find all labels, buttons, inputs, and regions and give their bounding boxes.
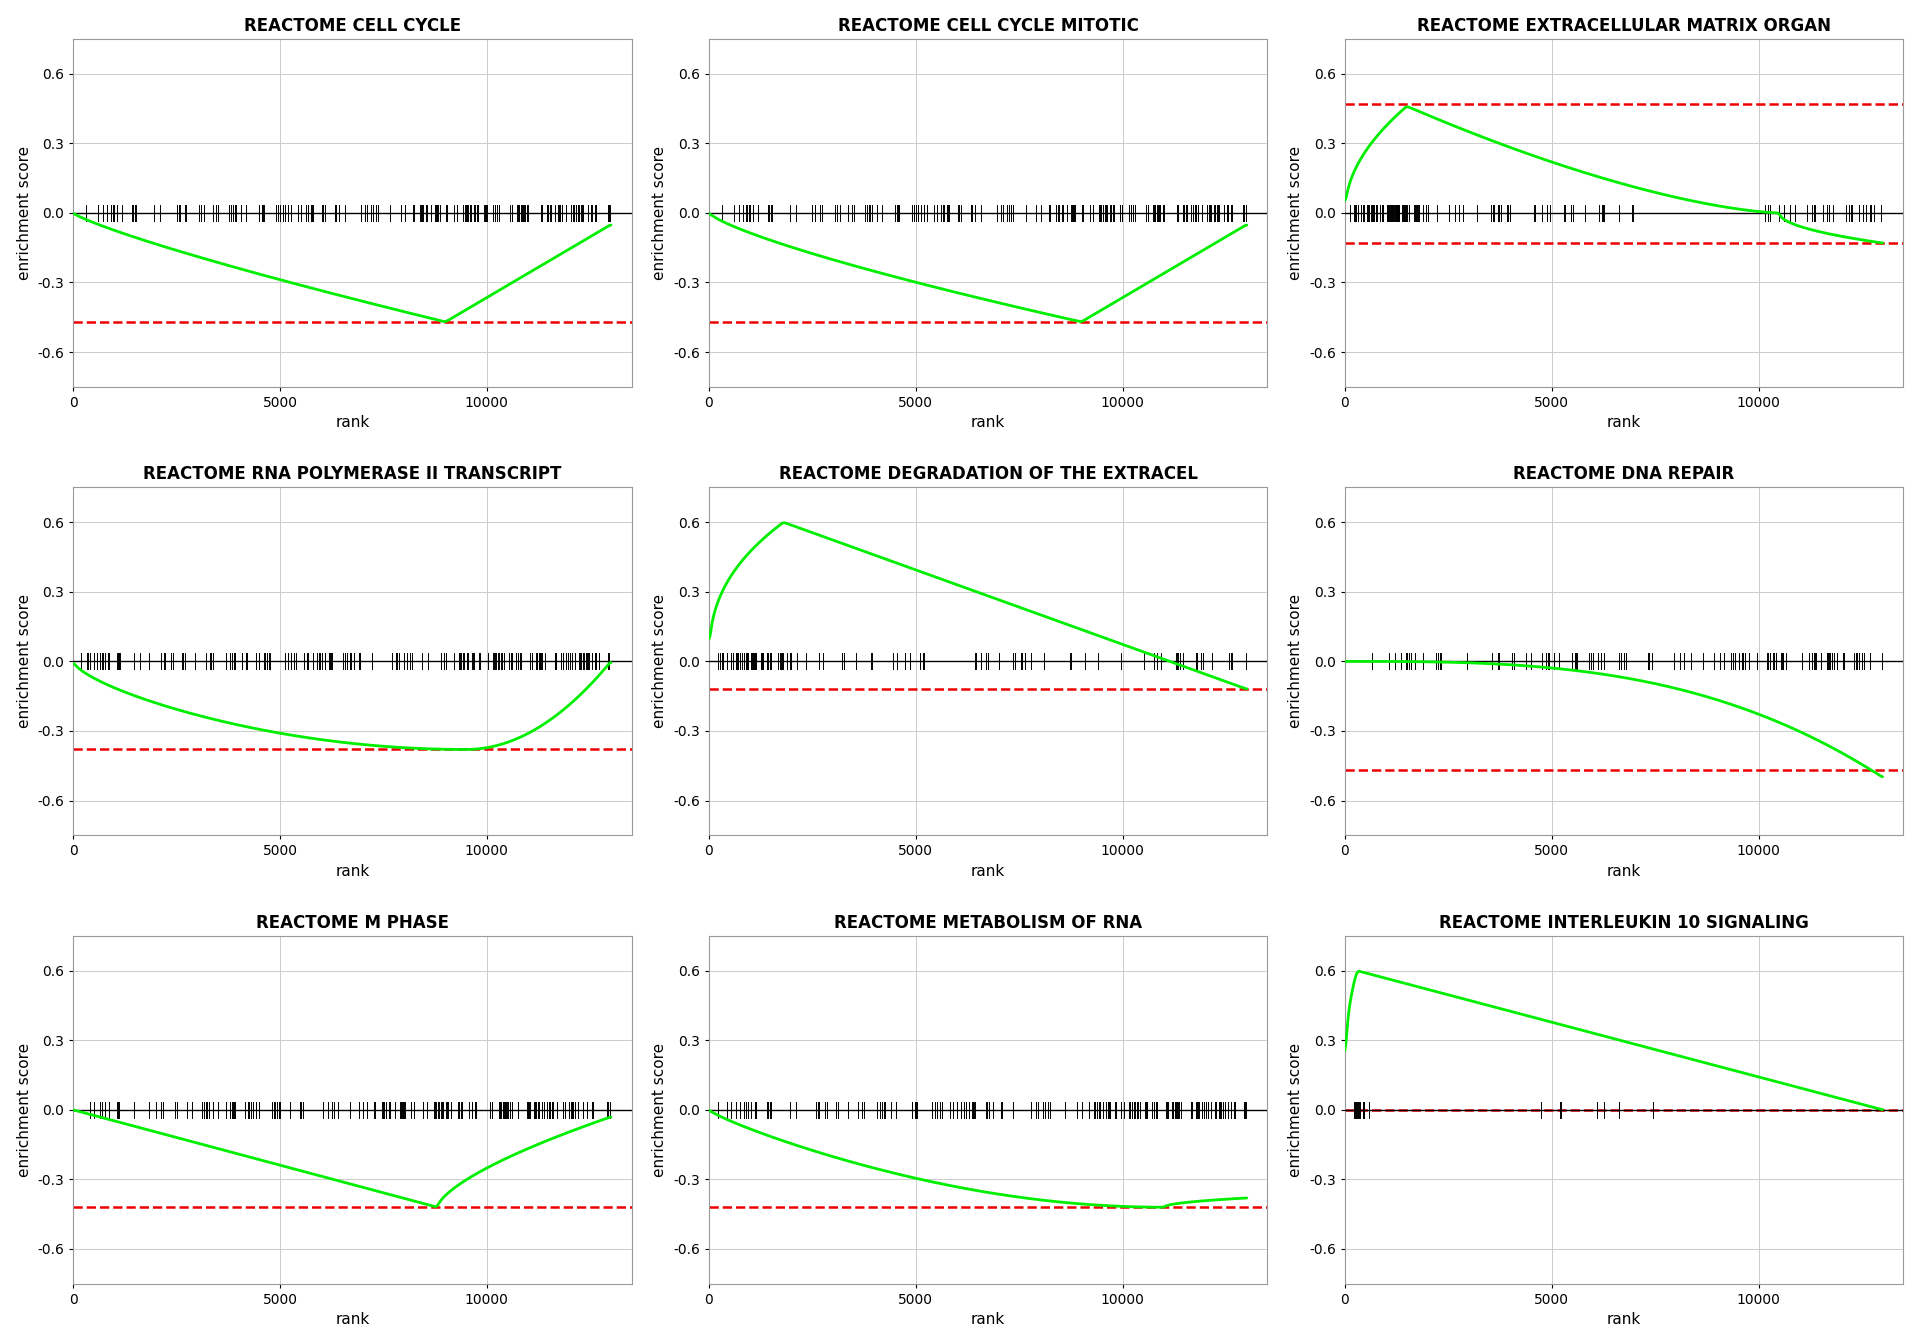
X-axis label: rank: rank (336, 1312, 369, 1328)
Title: REACTOME INTERLEUKIN 10 SIGNALING: REACTOME INTERLEUKIN 10 SIGNALING (1440, 914, 1809, 931)
X-axis label: rank: rank (1607, 1312, 1642, 1328)
Y-axis label: enrichment score: enrichment score (1288, 594, 1304, 728)
Title: REACTOME METABOLISM OF RNA: REACTOME METABOLISM OF RNA (833, 914, 1142, 931)
X-axis label: rank: rank (972, 1312, 1006, 1328)
Y-axis label: enrichment score: enrichment score (17, 1043, 31, 1177)
X-axis label: rank: rank (1607, 415, 1642, 430)
Title: REACTOME EXTRACELLULAR MATRIX ORGAN: REACTOME EXTRACELLULAR MATRIX ORGAN (1417, 16, 1832, 35)
Y-axis label: enrichment score: enrichment score (653, 146, 668, 280)
Title: REACTOME DNA REPAIR: REACTOME DNA REPAIR (1513, 465, 1734, 482)
X-axis label: rank: rank (336, 415, 369, 430)
X-axis label: rank: rank (972, 415, 1006, 430)
Title: REACTOME M PHASE: REACTOME M PHASE (255, 914, 449, 931)
X-axis label: rank: rank (336, 864, 369, 879)
X-axis label: rank: rank (1607, 864, 1642, 879)
Y-axis label: enrichment score: enrichment score (1288, 146, 1304, 280)
Y-axis label: enrichment score: enrichment score (653, 1043, 668, 1177)
X-axis label: rank: rank (972, 864, 1006, 879)
Y-axis label: enrichment score: enrichment score (653, 594, 668, 728)
Title: REACTOME RNA POLYMERASE II TRANSCRIPT: REACTOME RNA POLYMERASE II TRANSCRIPT (144, 465, 561, 482)
Title: REACTOME CELL CYCLE: REACTOME CELL CYCLE (244, 16, 461, 35)
Title: REACTOME DEGRADATION OF THE EXTRACEL: REACTOME DEGRADATION OF THE EXTRACEL (780, 465, 1198, 482)
Y-axis label: enrichment score: enrichment score (1288, 1043, 1304, 1177)
Title: REACTOME CELL CYCLE MITOTIC: REACTOME CELL CYCLE MITOTIC (837, 16, 1139, 35)
Y-axis label: enrichment score: enrichment score (17, 594, 31, 728)
Y-axis label: enrichment score: enrichment score (17, 146, 31, 280)
